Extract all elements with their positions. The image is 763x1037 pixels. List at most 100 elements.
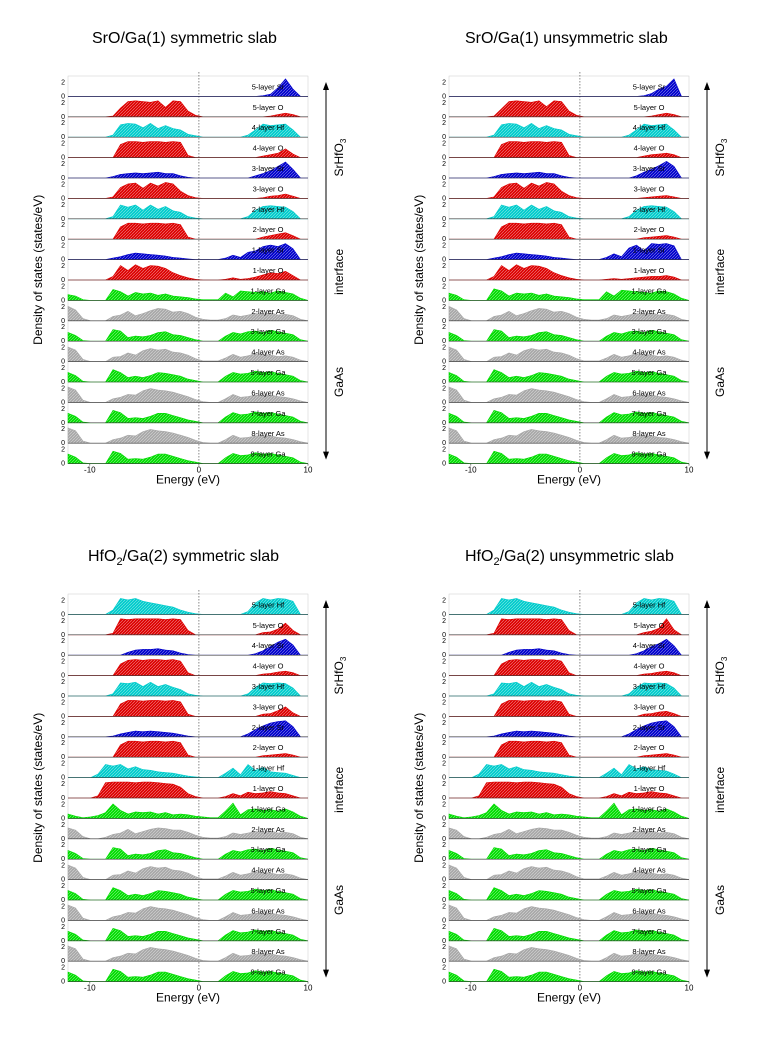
region-label-top: SrHfO3 <box>332 656 348 694</box>
layer-label: 7-layer Ga <box>250 927 286 936</box>
dos-area-5-layer-o <box>68 618 308 636</box>
arrow-up-icon <box>323 82 329 90</box>
y-tick-label: 0 <box>442 652 446 659</box>
y-tick-label: 2 <box>61 597 65 604</box>
layer-label: 5-layer Hf <box>633 600 666 609</box>
layer-label: 1-layer O <box>253 266 284 275</box>
dos-area-1-layer-sr <box>449 243 689 260</box>
y-tick-label: 0 <box>61 114 65 121</box>
y-tick-label: 2 <box>442 202 446 209</box>
y-tick-label: 2 <box>61 324 65 331</box>
layer-label: 1-layer Ga <box>250 286 286 295</box>
y-tick-label: 2 <box>61 243 65 250</box>
y-tick-label: 0 <box>442 277 446 284</box>
y-tick-label: 0 <box>442 856 446 863</box>
dos-area-3-layer-hf <box>68 681 308 697</box>
y-tick-label: 2 <box>61 842 65 849</box>
arrow-down-icon <box>323 451 329 460</box>
x-tick-label: 0 <box>197 984 202 993</box>
layer-label: 8-layer As <box>251 947 285 956</box>
layer-label: 9-layer Ga <box>631 968 667 977</box>
y-tick-label: 0 <box>61 815 65 822</box>
y-tick-label: 2 <box>442 345 446 352</box>
layer-label: 4-layer As <box>632 866 666 875</box>
y-tick-label: 0 <box>61 155 65 162</box>
y-tick-label: 0 <box>61 877 65 884</box>
layer-label: 6-layer As <box>632 388 666 397</box>
y-tick-label: 2 <box>61 965 65 972</box>
dos-area-1-layer-o <box>449 781 689 799</box>
y-tick-label: 0 <box>442 440 446 447</box>
layer-label: 2-layer As <box>632 307 666 316</box>
y-tick-label: 2 <box>442 659 446 666</box>
y-tick-label: 2 <box>61 181 65 188</box>
y-tick-label: 2 <box>61 304 65 311</box>
layer-label: 7-layer Ga <box>631 409 667 418</box>
dos-area-3-layer-o <box>68 182 308 199</box>
y-tick-label: 2 <box>61 903 65 910</box>
y-tick-label: 2 <box>61 883 65 890</box>
y-tick-label: 0 <box>442 216 446 223</box>
layer-label: 4-layer As <box>251 348 285 357</box>
layer-label: 5-layer Sr <box>633 82 666 91</box>
y-tick-label: 0 <box>61 611 65 618</box>
layer-label: 3-layer Ga <box>250 845 286 854</box>
y-tick-label: 2 <box>442 222 446 229</box>
y-tick-label: 0 <box>61 297 65 304</box>
layer-label: 4-layer Sr <box>633 641 666 650</box>
layer-label: 4-layer As <box>251 866 285 875</box>
y-tick-label: 2 <box>442 365 446 372</box>
y-tick-label: 0 <box>442 632 446 639</box>
layer-label: 1-layer O <box>634 784 665 793</box>
dos-area-1-layer-o <box>449 264 689 281</box>
layer-label: 6-layer As <box>251 388 285 397</box>
y-tick-label: 2 <box>61 426 65 433</box>
layer-label: 2-layer As <box>251 307 285 316</box>
y-tick-label: 2 <box>61 659 65 666</box>
layer-label: 4-layer O <box>634 662 665 671</box>
y-tick-label: 0 <box>61 958 65 965</box>
layer-label: 3-layer Ga <box>631 327 667 336</box>
dos-area-5-layer-hf <box>449 598 689 615</box>
y-tick-label: 2 <box>442 822 446 829</box>
y-tick-label: 2 <box>442 406 446 413</box>
layer-label: 3-layer O <box>253 702 284 711</box>
y-tick-label: 2 <box>61 740 65 747</box>
y-tick-label: 2 <box>442 638 446 645</box>
y-tick-label: 0 <box>61 754 65 761</box>
layer-label: 3-layer Sr <box>252 164 285 173</box>
layer-label: 5-layer Ga <box>250 886 286 895</box>
region-label-top: SrHfO3 <box>713 138 729 176</box>
dos-area-5-layer-o <box>68 100 308 118</box>
layer-label: 6-layer As <box>251 906 285 915</box>
layer-label: 6-layer As <box>632 906 666 915</box>
layer-label: 8-layer As <box>632 947 666 956</box>
y-tick-label: 0 <box>442 836 446 843</box>
dos-area-1-layer-hf <box>68 764 308 778</box>
dos-area-3-layer-sr <box>449 160 689 179</box>
region-label-middle: interface <box>332 249 346 295</box>
region-label-bottom: GaAs <box>332 885 346 915</box>
y-tick-label: 0 <box>61 134 65 141</box>
y-tick-label: 0 <box>61 277 65 284</box>
y-tick-label: 2 <box>442 720 446 727</box>
y-tick-label: 0 <box>442 297 446 304</box>
layer-label: 4-layer Sr <box>252 641 285 650</box>
dos-area-2-layer-as <box>67 827 309 840</box>
panel-title: HfO2/Ga(2) unsymmetric slab <box>465 548 674 569</box>
y-tick-label: 0 <box>442 114 446 121</box>
y-tick-label: 0 <box>61 734 65 741</box>
y-tick-label: 2 <box>61 618 65 625</box>
dos-panel-srO-ga1-symmetric: SrO/Ga(1) symmetric slab 0 2 5-layer Sr 0 2 5… <box>0 0 381 518</box>
y-tick-label: 0 <box>61 979 65 986</box>
y-tick-label: 2 <box>61 863 65 870</box>
y-tick-label: 0 <box>61 693 65 700</box>
x-axis-label: Energy (eV) <box>537 473 601 487</box>
layer-label: 9-layer Ga <box>631 450 667 459</box>
y-tick-label: 2 <box>442 883 446 890</box>
x-tick-label: 10 <box>685 466 694 475</box>
layer-label: 2-layer Sr <box>633 723 666 732</box>
x-tick-label: -10 <box>465 466 477 475</box>
y-tick-label: 0 <box>61 399 65 406</box>
dos-area-3-layer-sr <box>68 161 308 179</box>
